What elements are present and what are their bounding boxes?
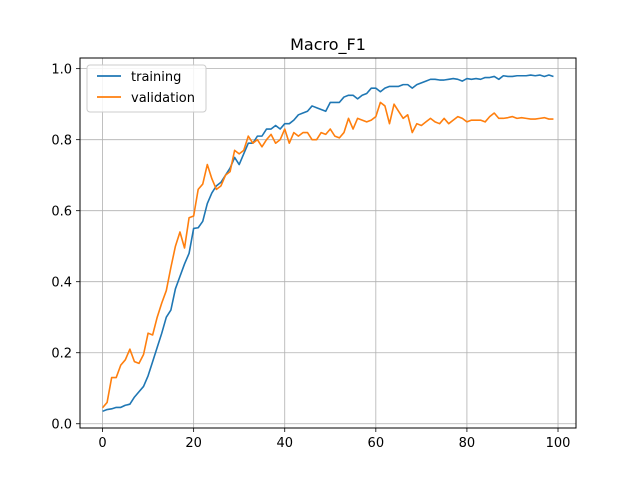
plot-frame xyxy=(79,57,577,429)
y-tick-label: 0.0 xyxy=(51,418,72,433)
x-tick-label: 0 xyxy=(98,436,106,451)
series-line-validation xyxy=(101,101,554,409)
y-tick-label: 0.8 xyxy=(51,134,72,149)
y-tick-label: 0.6 xyxy=(51,205,72,220)
chart-title: Macro_F1 xyxy=(290,35,366,55)
x-tick-label: 100 xyxy=(546,436,571,451)
grid-layer xyxy=(80,58,576,428)
legend-label-training: training xyxy=(131,70,181,85)
legend-label-validation: validation xyxy=(131,91,195,106)
x-tick-label: 60 xyxy=(368,436,385,451)
tick-layer: 0 20 40 60 80 100 0.0 0.2 0.4 0.6 0.8 1.0 xyxy=(51,63,570,451)
legend: training validation xyxy=(86,64,207,113)
x-tick-label: 80 xyxy=(459,436,476,451)
y-tick-label: 1.0 xyxy=(51,63,72,78)
y-tick-label: 0.2 xyxy=(51,347,72,362)
x-tick-label: 20 xyxy=(185,436,202,451)
x-tick-label: 40 xyxy=(276,436,293,451)
series-layer xyxy=(101,74,554,413)
y-tick-label: 0.4 xyxy=(51,276,72,291)
series-line-training xyxy=(102,74,554,413)
